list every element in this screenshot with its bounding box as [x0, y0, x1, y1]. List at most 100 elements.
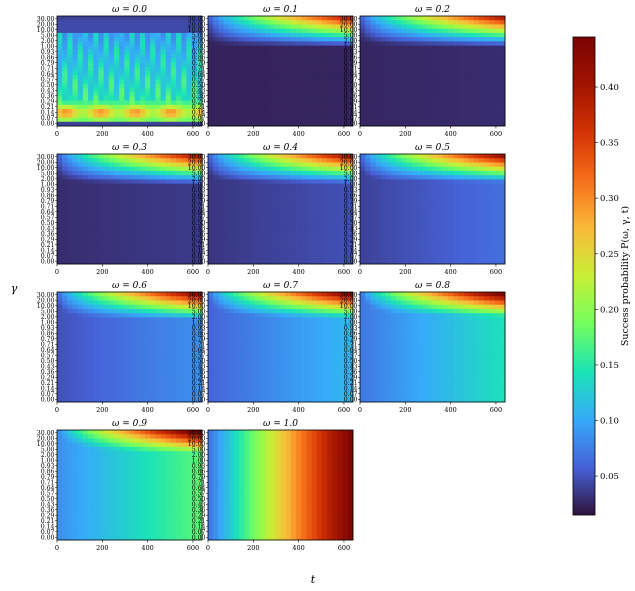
y-tick-label: 10.00: [188, 165, 206, 172]
y-tick-label: 0.50: [192, 220, 206, 227]
heat-cell: [208, 71, 214, 76]
heat-cell: [442, 230, 449, 235]
heat-cell: [145, 221, 151, 227]
heat-cell: [264, 247, 271, 252]
heat-cell: [98, 296, 104, 301]
heat-cell: [290, 75, 297, 80]
heat-cell: [401, 121, 407, 127]
heat-cell: [280, 162, 287, 168]
heat-cell: [254, 175, 261, 180]
heat-cell: [254, 255, 261, 261]
heat-cell: [321, 113, 328, 118]
heat-cell: [72, 230, 79, 235]
heat-cell: [239, 62, 245, 68]
heat-cell: [186, 192, 192, 197]
heat-cell: [249, 28, 255, 34]
heat-cell: [499, 217, 506, 223]
heat-cell: [401, 28, 407, 34]
heat-cell: [489, 54, 495, 59]
heat-cell: [332, 54, 338, 59]
heat-cell: [270, 259, 276, 265]
heat-cell: [259, 230, 266, 235]
heat-cell: [360, 158, 366, 163]
heat-cell: [249, 238, 255, 244]
heat-cell: [223, 242, 230, 248]
heat-cell: [72, 204, 79, 210]
heat-cell: [254, 20, 261, 25]
heat-cell: [223, 113, 230, 118]
heat-cell: [259, 16, 266, 21]
heat-cell: [72, 58, 79, 63]
heat-cell: [411, 100, 418, 106]
heat-cell: [453, 204, 459, 210]
heat-cell: [290, 96, 297, 101]
heat-cell: [296, 71, 302, 76]
heat-cell: [124, 121, 130, 127]
x-tick-label: 400: [444, 268, 456, 276]
heat-cell: [468, 259, 475, 265]
heat-cell: [186, 196, 192, 201]
heat-cell: [57, 397, 63, 403]
heat-cell: [342, 41, 349, 46]
heat-cell: [499, 96, 506, 101]
heat-cell: [370, 71, 376, 76]
heat-cell: [57, 196, 63, 201]
heat-cell: [321, 192, 328, 197]
heat-cell: [67, 334, 73, 339]
heat-cell: [484, 187, 490, 193]
heat-cell: [396, 109, 402, 114]
panels-group: ω = 0.00.000.070.140.210.290.360.430.500…: [37, 5, 506, 552]
heat-cell: [119, 24, 125, 30]
heat-cell: [427, 162, 433, 168]
heat-cell: [360, 79, 366, 85]
heat-cell: [119, 179, 125, 184]
heat-cell: [113, 230, 120, 235]
heat-cell: [77, 209, 84, 214]
heat-cell: [119, 49, 125, 55]
heat-cell: [422, 41, 428, 46]
heat-cell: [463, 242, 470, 248]
heat-cell: [275, 183, 281, 189]
heat-cell: [290, 209, 297, 214]
heat-cell: [93, 100, 99, 106]
heat-cell: [57, 376, 63, 382]
heat-cell: [108, 325, 115, 331]
heat-cell: [499, 204, 506, 210]
heat-cell: [360, 113, 366, 118]
heat-cell: [264, 259, 271, 265]
heat-cell: [218, 183, 224, 189]
heat-cell: [463, 166, 470, 172]
heat-cell: [134, 45, 141, 51]
heat-cell: [254, 200, 261, 206]
heat-cell: [311, 96, 318, 101]
heat-cell: [165, 87, 172, 93]
heat-cell: [67, 221, 73, 227]
heat-cell: [88, 162, 94, 168]
heat-cell: [103, 79, 110, 85]
heat-cell: [296, 221, 302, 227]
heat-cell: [385, 242, 392, 248]
heat-cell: [342, 251, 349, 256]
heat-cell: [280, 75, 287, 80]
heat-cell: [134, 192, 141, 197]
heat-cell: [228, 45, 235, 51]
heat-cell: [360, 71, 366, 76]
heat-cell: [129, 183, 136, 189]
heat-cell: [401, 196, 407, 201]
y-tick-label: 0.64: [192, 71, 206, 78]
heat-cell: [77, 334, 84, 339]
heat-cell: [186, 251, 192, 256]
heat-cell: [139, 58, 146, 63]
heat-cell: [165, 79, 172, 85]
heat-cell: [458, 192, 464, 197]
heat-cell: [270, 45, 276, 51]
heat-cell: [285, 158, 292, 163]
heat-cell: [259, 255, 266, 261]
heat-cell: [119, 16, 125, 21]
heat-cell: [332, 259, 338, 265]
heat-cell: [332, 62, 338, 68]
heat-cell: [72, 363, 79, 369]
heat-cell: [57, 100, 63, 106]
heat-cell: [499, 251, 506, 256]
heat-cell: [311, 83, 318, 89]
